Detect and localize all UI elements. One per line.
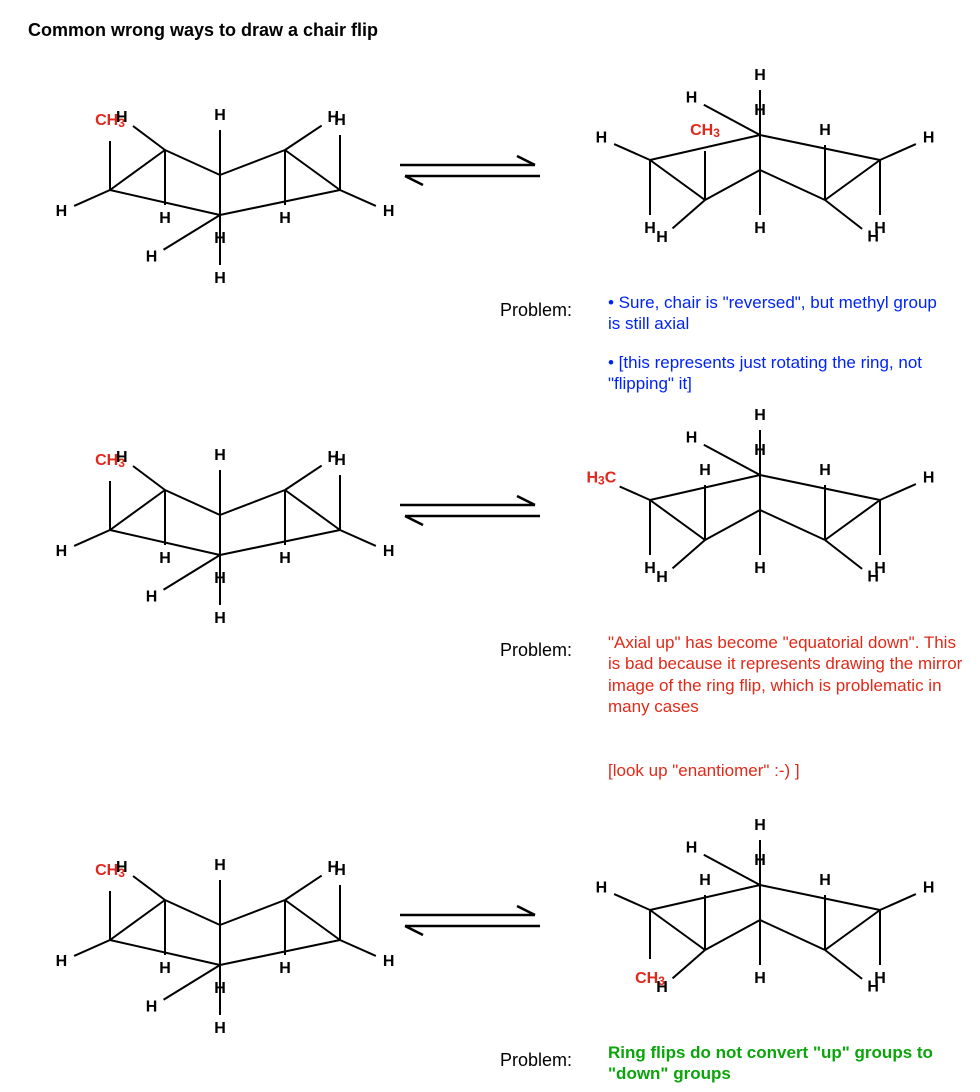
chair-left-3: CH3HHHHHHHHHHH bbox=[40, 810, 410, 1050]
hydrogen-label: H bbox=[874, 560, 886, 577]
hydrogen-label: H bbox=[383, 203, 395, 220]
hydrogen-label: H bbox=[699, 462, 711, 479]
methyl-label: CH3 bbox=[690, 122, 720, 140]
hydrogen-label: H bbox=[754, 67, 766, 84]
hydrogen-label: H bbox=[56, 953, 68, 970]
hydrogen-label: H bbox=[874, 970, 886, 987]
hydrogen-label: H bbox=[754, 102, 766, 119]
equilibrium-arrow bbox=[395, 150, 545, 190]
hydrogen-label: H bbox=[159, 210, 171, 227]
methyl-label: H3C bbox=[586, 470, 616, 488]
hydrogen-label: H bbox=[923, 880, 935, 897]
hydrogen-label: H bbox=[754, 220, 766, 237]
hydrogen-label: H bbox=[686, 839, 698, 856]
hydrogen-label: H bbox=[686, 89, 698, 106]
equilibrium-arrow bbox=[395, 900, 545, 940]
hydrogen-label: H bbox=[699, 872, 711, 889]
chair-right-3: CH3HHHHHHHHHHH bbox=[580, 810, 950, 1050]
hydrogen-label: H bbox=[214, 610, 226, 627]
equilibrium-arrow bbox=[395, 490, 545, 530]
hydrogen-label: H bbox=[214, 857, 226, 874]
chair-right-1: HHCH3HHHHHHHHH bbox=[580, 60, 950, 300]
hydrogen-label: H bbox=[383, 543, 395, 560]
hydrogen-label: H bbox=[116, 109, 128, 126]
hydrogen-label: H bbox=[334, 452, 346, 469]
diagram-title: Common wrong ways to draw a chair flip bbox=[28, 20, 378, 41]
problem-note-3-1: Ring flips do not convert "up" groups to… bbox=[608, 1042, 958, 1085]
problem-note-1-2: • [this represents just rotating the rin… bbox=[608, 352, 958, 395]
hydrogen-label: H bbox=[214, 570, 226, 587]
hydrogen-label: H bbox=[923, 130, 935, 147]
hydrogen-label: H bbox=[383, 953, 395, 970]
hydrogen-label: H bbox=[596, 880, 608, 897]
hydrogen-label: H bbox=[754, 852, 766, 869]
hydrogen-label: H bbox=[146, 998, 158, 1015]
hydrogen-label: H bbox=[146, 588, 158, 605]
hydrogen-label: H bbox=[754, 970, 766, 987]
problem-note-2-1: "Axial up" has become "equatorial down".… bbox=[608, 632, 968, 717]
problem-label-3: Problem: bbox=[500, 1050, 572, 1071]
hydrogen-label: H bbox=[874, 220, 886, 237]
hydrogen-label: H bbox=[656, 979, 668, 996]
hydrogen-label: H bbox=[819, 122, 831, 139]
hydrogen-label: H bbox=[214, 980, 226, 997]
hydrogen-label: H bbox=[56, 203, 68, 220]
problem-label-2: Problem: bbox=[500, 640, 572, 661]
hydrogen-label: H bbox=[279, 210, 291, 227]
hydrogen-label: H bbox=[116, 859, 128, 876]
hydrogen-label: H bbox=[596, 130, 608, 147]
hydrogen-label: H bbox=[819, 872, 831, 889]
hydrogen-label: H bbox=[214, 270, 226, 287]
hydrogen-label: H bbox=[214, 1020, 226, 1037]
hydrogen-label: H bbox=[116, 449, 128, 466]
hydrogen-label: H bbox=[214, 447, 226, 464]
chair-left-2: CH3HHHHHHHHHHH bbox=[40, 400, 410, 640]
hydrogen-label: H bbox=[644, 560, 656, 577]
chair-left-1: CH3HHHHHHHHHHH bbox=[40, 60, 410, 300]
hydrogen-label: H bbox=[334, 862, 346, 879]
hydrogen-label: H bbox=[56, 543, 68, 560]
hydrogen-label: H bbox=[159, 550, 171, 567]
hydrogen-label: H bbox=[214, 107, 226, 124]
hydrogen-label: H bbox=[159, 960, 171, 977]
hydrogen-label: H bbox=[656, 569, 668, 586]
hydrogen-label: H bbox=[279, 550, 291, 567]
problem-note-1-1: • Sure, chair is "reversed", but methyl … bbox=[608, 292, 948, 335]
hydrogen-label: H bbox=[279, 960, 291, 977]
hydrogen-label: H bbox=[819, 462, 831, 479]
hydrogen-label: H bbox=[754, 407, 766, 424]
problem-note-2-2: [look up "enantiomer" :-) ] bbox=[608, 760, 958, 781]
hydrogen-label: H bbox=[656, 229, 668, 246]
hydrogen-label: H bbox=[686, 429, 698, 446]
hydrogen-label: H bbox=[754, 817, 766, 834]
hydrogen-label: H bbox=[334, 112, 346, 129]
hydrogen-label: H bbox=[214, 230, 226, 247]
hydrogen-label: H bbox=[754, 560, 766, 577]
hydrogen-label: H bbox=[146, 248, 158, 265]
problem-label-1: Problem: bbox=[500, 300, 572, 321]
chair-right-2: HH3CHHHHHHHHHH bbox=[580, 400, 950, 640]
hydrogen-label: H bbox=[923, 470, 935, 487]
hydrogen-label: H bbox=[644, 220, 656, 237]
hydrogen-label: H bbox=[754, 442, 766, 459]
